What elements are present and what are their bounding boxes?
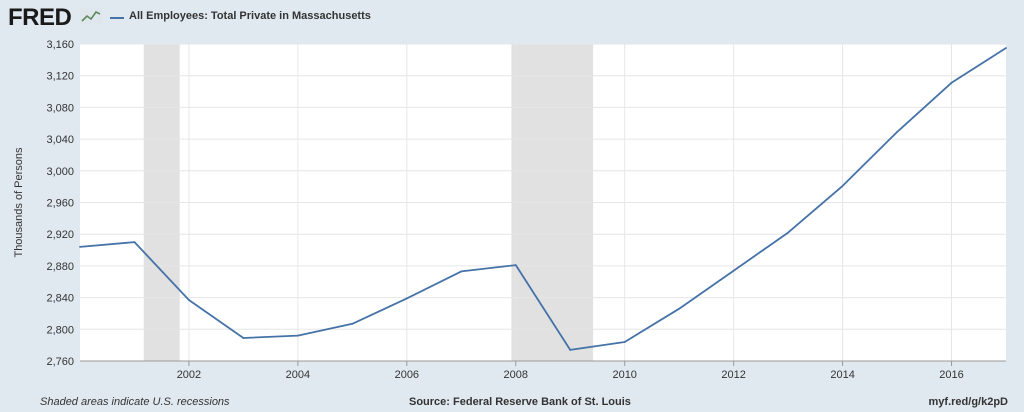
data-point: [351, 322, 354, 325]
fred-logo: FRED: [8, 4, 72, 31]
y-tick-label: 3,000: [46, 166, 74, 178]
y-tick-label: 2,960: [46, 198, 74, 210]
data-point: [460, 270, 463, 273]
x-tick-label: 2002: [177, 369, 201, 381]
data-point: [678, 307, 681, 310]
x-tick-label: 2016: [939, 369, 963, 381]
x-tick-label: 2008: [504, 369, 528, 381]
y-tick-label: 3,120: [46, 71, 74, 83]
data-point: [242, 337, 245, 339]
legend-series-label: All Employees: Total Private in Massachu…: [129, 10, 371, 22]
y-tick-label: 3,160: [46, 39, 74, 51]
y-tick-label: 2,840: [46, 293, 74, 305]
x-tick-label: 2004: [286, 369, 310, 381]
data-point: [950, 81, 953, 84]
y-axis-ticks: 2,760 2,800 2,840 2,880 2,920 2,960 3,000 3,040…: [46, 39, 74, 368]
y-tick-label: 2,880: [46, 261, 74, 273]
fred-graph-icon: [80, 8, 102, 24]
data-point: [514, 264, 517, 267]
y-tick-label: 2,760: [46, 356, 74, 368]
data-point: [133, 241, 136, 244]
data-point: [896, 131, 898, 133]
x-tick-label: 2010: [612, 369, 636, 381]
short-url-link[interactable]: myf.red/g/k2pD: [928, 396, 1008, 408]
data-point: [405, 297, 408, 300]
y-tick-label: 3,080: [46, 102, 74, 114]
data-point: [188, 299, 190, 301]
y-axis-label: Thousands of Persons: [13, 147, 25, 258]
series: [79, 47, 1007, 351]
data-point: [79, 245, 81, 248]
data-point: [841, 184, 844, 187]
x-tick-label: 2012: [721, 369, 745, 381]
data-point: [787, 231, 790, 234]
series-line-1: [79, 47, 1007, 351]
data-point: [623, 341, 626, 343]
data-point: [732, 269, 735, 272]
legend-series-swatch: [110, 17, 124, 19]
source-credit: Source: Federal Reserve Bank of St. Loui…: [409, 396, 631, 408]
x-axis-ticks: 2002 2004 2006 2008 2010 2012 2014 2016: [80, 360, 1006, 381]
chart-header: FRED All Employees: Total Private in Mas…: [0, 0, 1024, 38]
data-point: [1005, 47, 1007, 49]
x-tick-label: 2006: [395, 369, 419, 381]
recessions-note: Shaded areas indicate U.S. recessions: [40, 396, 230, 408]
x-tick-label: 2014: [830, 369, 854, 381]
y-tick-label: 2,800: [46, 324, 74, 336]
data-point: [296, 334, 299, 337]
y-tick-label: 3,040: [46, 134, 74, 146]
data-point: [569, 349, 572, 351]
y-tick-label: 2,920: [46, 229, 74, 241]
